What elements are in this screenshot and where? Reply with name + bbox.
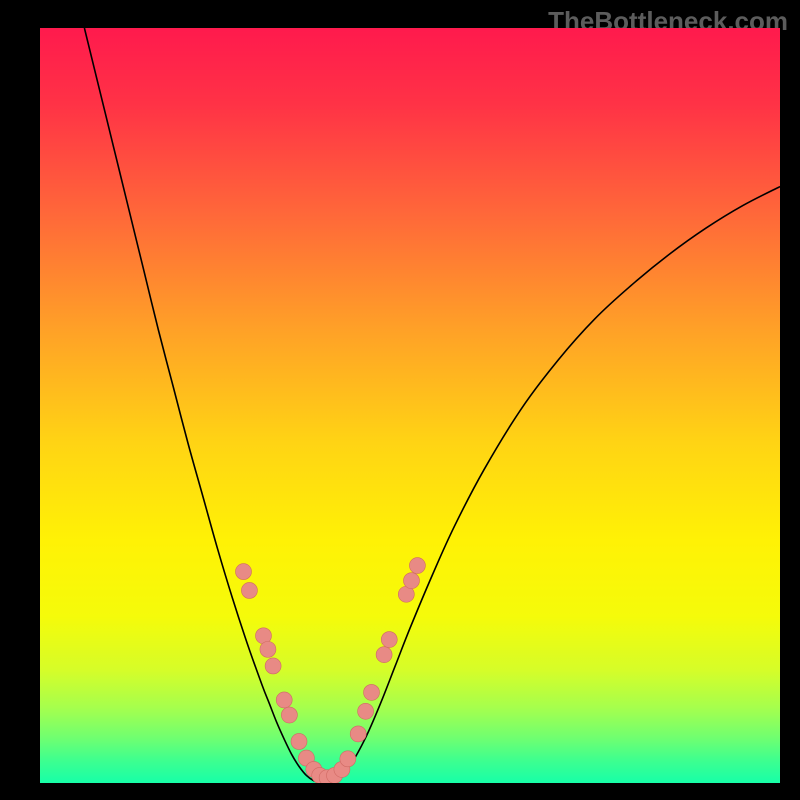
data-marker xyxy=(340,751,356,767)
data-marker xyxy=(281,707,297,723)
data-marker xyxy=(381,632,397,648)
data-marker xyxy=(364,684,380,700)
data-marker xyxy=(409,558,425,574)
plot-area xyxy=(40,28,780,783)
chart-container: TheBottleneck.com xyxy=(0,0,800,800)
data-marker xyxy=(241,582,257,598)
data-marker xyxy=(403,573,419,589)
plot-svg xyxy=(40,28,780,783)
data-marker xyxy=(236,564,252,580)
data-marker xyxy=(265,658,281,674)
gradient-background xyxy=(40,28,780,783)
data-marker xyxy=(276,692,292,708)
data-marker xyxy=(291,733,307,749)
data-marker xyxy=(260,641,276,657)
data-marker xyxy=(358,703,374,719)
data-marker xyxy=(350,726,366,742)
data-marker xyxy=(376,647,392,663)
